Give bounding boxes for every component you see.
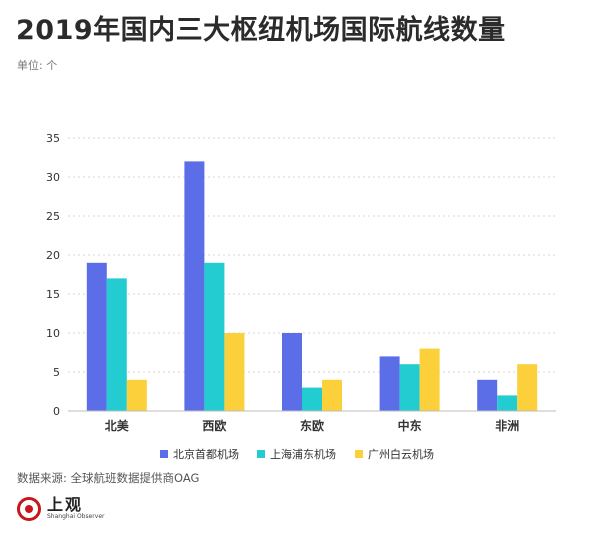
bar-chart: 0 5 10 15 20 25 30 35 北美 西欧 东欧 中东 非洲 北京首都机场 上海浦东机场 广州…	[46, 132, 556, 461]
legend-label: 上海浦东机场	[270, 447, 336, 461]
x-tick-label: 东欧	[300, 418, 324, 433]
x-axis: 北美 西欧 东欧 中东 非洲	[68, 410, 556, 433]
bar	[517, 364, 538, 411]
bar	[86, 262, 107, 411]
legend-label: 广州白云机场	[368, 447, 434, 461]
y-tick-label: 5	[53, 366, 60, 379]
bar	[302, 387, 322, 411]
chart-title: 2019年国内三大枢纽机场国际航线数量	[16, 15, 506, 46]
legend-label: 北京首都机场	[173, 447, 239, 461]
y-tick-label: 10	[46, 327, 60, 340]
bar	[184, 161, 205, 411]
bar	[419, 348, 440, 411]
bar	[497, 395, 518, 411]
logo-subtitle: Shanghai Observer	[47, 513, 105, 520]
bar	[106, 278, 127, 411]
data-source: 数据来源: 全球航班数据提供商OAG	[17, 471, 200, 485]
legend-swatch	[160, 450, 168, 458]
legend: 北京首都机场 上海浦东机场 广州白云机场	[160, 447, 434, 461]
y-tick-label: 35	[46, 132, 60, 145]
x-tick-label: 北美	[105, 418, 130, 433]
legend-swatch	[355, 450, 363, 458]
bar	[399, 364, 420, 411]
bar	[204, 262, 225, 411]
y-tick-label: 20	[46, 249, 60, 262]
logo-name: 上观	[47, 495, 84, 514]
bar	[126, 379, 147, 411]
bar	[282, 333, 302, 411]
legend-swatch	[257, 450, 265, 458]
bar	[477, 379, 498, 411]
bar	[224, 333, 245, 411]
y-tick-label: 30	[46, 171, 60, 184]
bar	[322, 379, 342, 411]
bars	[86, 161, 538, 411]
y-tick-label: 25	[46, 210, 60, 223]
y-tick-label: 0	[53, 405, 60, 418]
grid-lines	[68, 137, 556, 373]
x-tick-label: 非洲	[495, 418, 519, 433]
logo: 上观 Shanghai Observer	[17, 496, 104, 521]
bar	[379, 356, 400, 411]
y-tick-label: 15	[46, 288, 60, 301]
y-axis: 0 5 10 15 20 25 30 35	[46, 132, 60, 418]
unit-label: 单位: 个	[17, 59, 58, 72]
x-tick-label: 中东	[398, 418, 422, 433]
logo-icon	[17, 496, 41, 521]
x-tick-label: 西欧	[202, 418, 226, 433]
